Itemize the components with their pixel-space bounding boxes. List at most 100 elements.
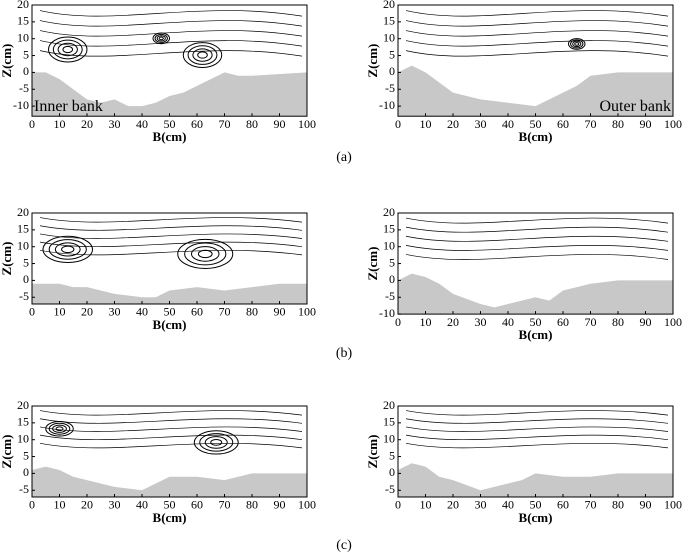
y-tick-label: -5 [19, 482, 29, 496]
streamline [405, 245, 669, 251]
streamline [405, 442, 669, 449]
x-tick-label: 0 [29, 117, 35, 131]
vortex [191, 246, 220, 262]
y-tick-label: -5 [19, 289, 29, 303]
x-tick-label: 60 [557, 117, 569, 131]
x-tick-label: 80 [612, 498, 624, 512]
y-tick-label: 5 [23, 448, 29, 462]
vortex [52, 424, 67, 433]
vortex [152, 32, 170, 45]
y-tick-label: 15 [17, 222, 29, 236]
streamline [405, 418, 669, 424]
x-tick-label: 20 [447, 315, 459, 329]
y-tick-label: 20 [17, 398, 29, 412]
streamline [39, 442, 303, 449]
y-axis-label: Z(cm) [0, 242, 14, 276]
y-tick-label: 0 [389, 64, 395, 78]
x-axis-label: B(cm) [153, 129, 187, 144]
streamline [39, 426, 303, 432]
vortex [45, 420, 74, 437]
y-tick-label: -5 [19, 81, 29, 95]
vortex [570, 39, 584, 49]
x-tick-label: 90 [274, 305, 286, 319]
x-tick-label: 60 [191, 117, 203, 131]
streamline [39, 225, 303, 231]
x-tick-label: 10 [420, 498, 432, 512]
x-tick-label: 20 [447, 117, 459, 131]
x-tick-label: 50 [164, 498, 176, 512]
vortex [197, 249, 213, 259]
x-tick-label: 50 [530, 498, 542, 512]
y-tick-label: 15 [383, 14, 395, 28]
caption: (c) [336, 538, 352, 553]
x-tick-label: 100 [664, 315, 682, 329]
x-axis-label: B(cm) [519, 510, 553, 525]
vortex [48, 422, 71, 435]
streamline [39, 418, 303, 424]
y-tick-label: 10 [383, 30, 395, 44]
streamline [39, 217, 303, 223]
x-tick-label: 90 [274, 498, 286, 512]
y-tick-label: 20 [383, 205, 395, 219]
x-axis-label: B(cm) [519, 129, 553, 144]
streamline [405, 40, 669, 47]
vortex [193, 430, 239, 455]
x-tick-label: 70 [585, 498, 597, 512]
bed-profile [398, 463, 673, 497]
x-tick-label: 0 [395, 117, 401, 131]
x-tick-label: 40 [502, 498, 514, 512]
y-tick-label: 15 [17, 415, 29, 429]
y-axis-label: Z(cm) [0, 44, 14, 78]
streamline [405, 426, 669, 432]
streamline [39, 233, 303, 239]
streamline [39, 434, 303, 441]
y-tick-label: -10 [379, 306, 395, 320]
x-tick-label: 80 [246, 305, 258, 319]
y-tick-label: 5 [389, 47, 395, 61]
streamline [405, 10, 669, 17]
x-tick-label: 40 [502, 117, 514, 131]
annotation: Outer bank [599, 98, 671, 115]
vortex [154, 33, 168, 43]
x-tick-label: 40 [136, 498, 148, 512]
x-tick-label: 100 [298, 305, 316, 319]
x-tick-label: 100 [664, 498, 682, 512]
y-tick-label: -5 [385, 482, 395, 496]
caption: (b) [336, 346, 353, 361]
vortex [187, 45, 218, 65]
y-tick-label: -5 [385, 81, 395, 95]
streamline [39, 241, 303, 248]
x-tick-label: 20 [447, 498, 459, 512]
x-axis-label: B(cm) [519, 327, 553, 342]
vortex [199, 433, 234, 452]
y-tick-label: 10 [383, 238, 395, 252]
vortex [48, 239, 87, 260]
vortex [62, 45, 74, 54]
vortex [61, 245, 75, 254]
streamline [405, 30, 669, 37]
vortex [52, 39, 83, 60]
y-tick-label: 10 [17, 30, 29, 44]
x-tick-label: 30 [109, 117, 121, 131]
y-tick-label: 5 [389, 448, 395, 462]
y-tick-label: 0 [23, 64, 29, 78]
x-tick-label: 60 [191, 305, 203, 319]
x-tick-label: 90 [640, 117, 652, 131]
y-tick-label: 5 [389, 255, 395, 269]
streamline [405, 434, 669, 441]
x-tick-label: 60 [557, 498, 569, 512]
x-tick-label: 10 [54, 117, 66, 131]
y-tick-label: 0 [389, 272, 395, 286]
y-tick-label: 20 [383, 0, 395, 11]
x-tick-label: 20 [81, 305, 93, 319]
x-tick-label: 80 [612, 117, 624, 131]
vortex [574, 42, 580, 46]
y-axis-label: Z(cm) [365, 44, 380, 78]
x-tick-label: 50 [530, 315, 542, 329]
y-tick-label: 5 [23, 47, 29, 61]
x-tick-label: 50 [164, 305, 176, 319]
x-tick-label: 30 [109, 498, 121, 512]
streamline [405, 226, 669, 233]
y-tick-label: 15 [17, 14, 29, 28]
x-tick-label: 30 [475, 117, 487, 131]
